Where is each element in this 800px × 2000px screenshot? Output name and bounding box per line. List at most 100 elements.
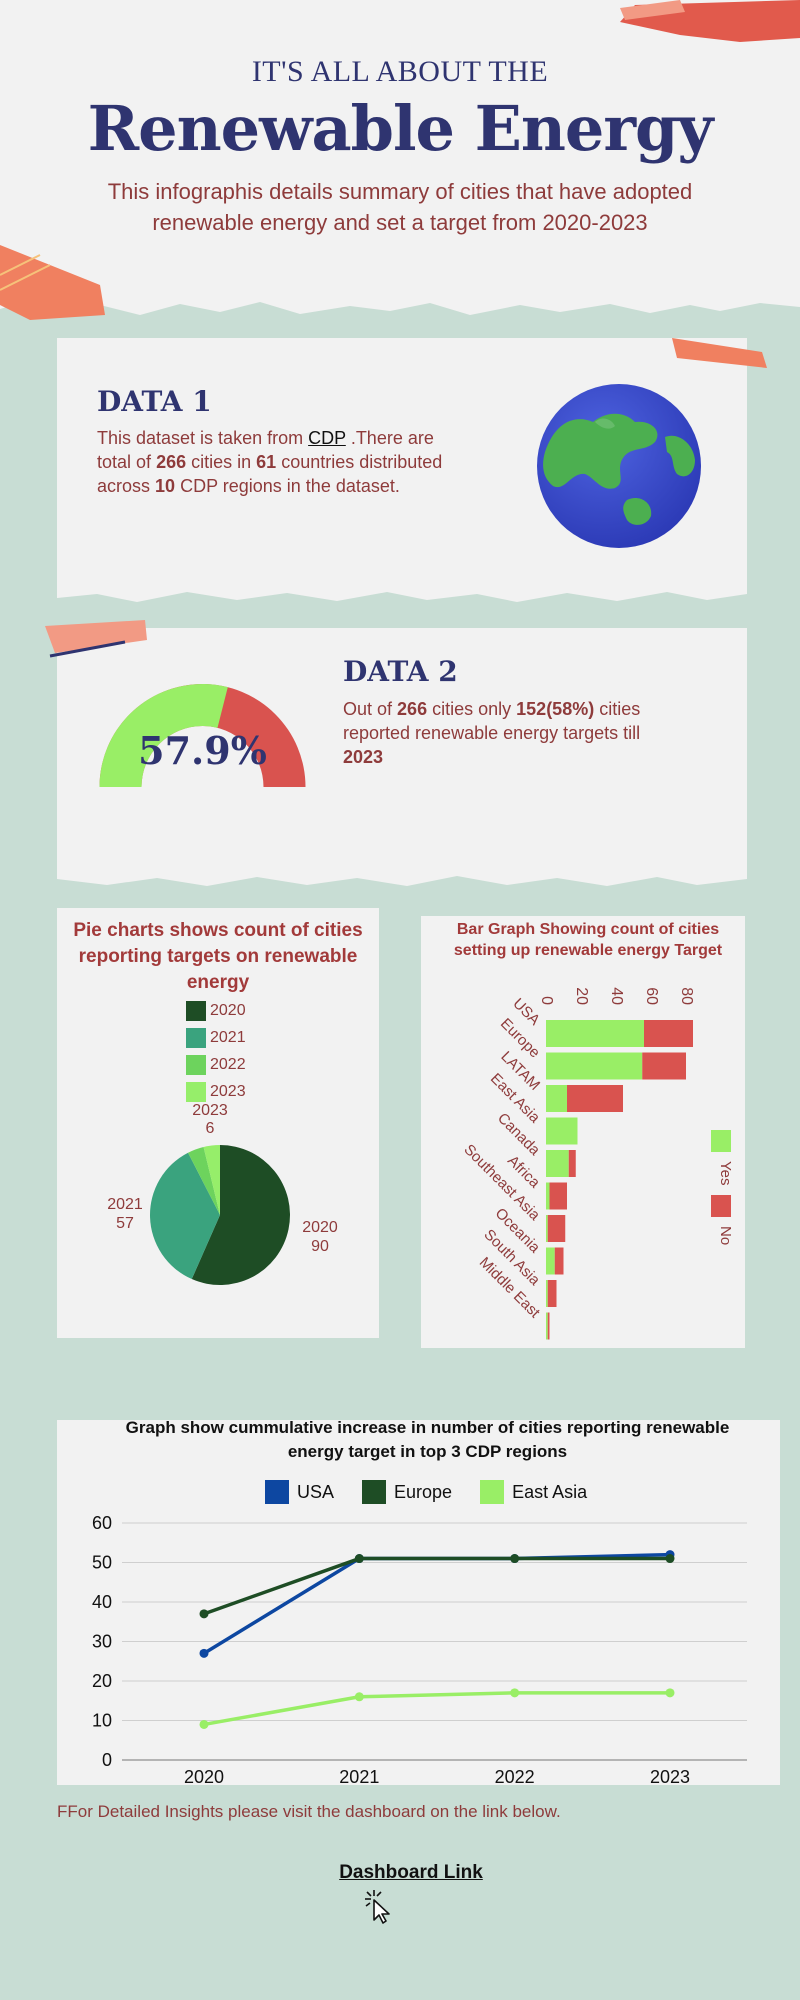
data2-heading: DATA 2 (343, 655, 458, 688)
data2-card (57, 628, 747, 876)
data2-text-2: cities only (432, 699, 512, 719)
bar-yes-oceania (546, 1247, 555, 1275)
data2-reported-count: 152(58%) (516, 699, 595, 719)
decorative-tape-card (672, 338, 767, 368)
pie-legend-item: 2021 (186, 1024, 246, 1051)
dashboard-link[interactable]: Dashboard Link (339, 1862, 483, 1883)
bar-yes-usa (546, 1020, 644, 1047)
legend-swatch-east-asia (480, 1480, 505, 1504)
line-chart-title: Graph show cummulative increase in numbe… (125, 1418, 730, 1461)
data2-text: Out of 266 cities only 152(58%) cities r… (343, 697, 673, 769)
pie-chart-title: Pie charts shows count of cities reporti… (73, 920, 363, 993)
legend-label-usa: USA (297, 1481, 335, 1502)
line-point-east-asia (199, 1719, 209, 1729)
cdp-link[interactable]: CDP (308, 428, 346, 448)
data1-text-4: countries distributed across (97, 452, 443, 496)
pie-label-2023: 2023 6 (185, 1102, 235, 1138)
legend-label: 2020 (210, 1001, 246, 1019)
pie-legend-item: 2020 (186, 997, 246, 1024)
gauge-value-label: 57.9% (138, 728, 267, 773)
legend-label-east-asia: East Asia (512, 1481, 588, 1502)
legend-label: 2023 (210, 1082, 246, 1100)
pie-label-value: 90 (311, 1238, 329, 1255)
data1-countries-count: 61 (256, 452, 277, 472)
legend-swatch-yes (711, 1130, 731, 1152)
line-y-tick-label: 50 (92, 1553, 112, 1573)
line-y-tick-label: 40 (92, 1592, 112, 1612)
legend-swatch-no (711, 1195, 731, 1217)
legend-swatch (186, 1081, 206, 1102)
data2-text-3: cities reported renewable energy targets… (343, 699, 641, 743)
hero-torn-edge (0, 285, 800, 315)
pie-slice-2020 (191, 1145, 290, 1285)
line-point-europe (354, 1554, 364, 1564)
legend-swatch-europe (362, 1480, 387, 1504)
cursor-click-icon (365, 1890, 390, 1924)
bar-x-tick-label: 60 (643, 987, 660, 1005)
bar-x-tick-label: 40 (608, 987, 625, 1005)
bar-yes-canada (546, 1150, 569, 1177)
line-y-tick-label: 20 (92, 1671, 112, 1691)
legend-swatch (186, 1000, 206, 1021)
pie-label-value: 57 (116, 1215, 134, 1232)
legend-label-europe: Europe (394, 1481, 453, 1502)
footer-note: FFor Detailed Insights please visit the … (57, 1802, 561, 1821)
decorative-tape-data2 (45, 620, 147, 658)
bar-chart-title: Bar Graph Showing count of cities settin… (453, 921, 723, 959)
line-point-europe (199, 1609, 209, 1619)
bar-no-south-asia (547, 1280, 557, 1307)
data1-cities-count: 266 (156, 452, 187, 472)
line-legend: USA Europe East Asia (265, 1480, 587, 1504)
decorative-tape-top (620, 0, 800, 42)
pie-label-year: 2021 (107, 1196, 143, 1213)
line-x-tick-label: 2023 (650, 1767, 690, 1787)
line-y-tick-label: 60 (92, 1513, 112, 1533)
line-x-tick-label: 2021 (339, 1767, 379, 1787)
pie-label-value: 6 (205, 1120, 215, 1137)
line-point-europe (510, 1554, 520, 1564)
bar-card (421, 916, 745, 1348)
line-point-east-asia (665, 1688, 675, 1698)
bar-no-latam (567, 1085, 623, 1112)
pie-chart (150, 1145, 290, 1285)
pie-label-2021: 2021 57 (100, 1195, 150, 1233)
bar-yes-south-asia (546, 1280, 548, 1307)
gauge-chart (99, 684, 306, 787)
pie-slice-2022 (188, 1146, 220, 1215)
data2-total-count: 266 (397, 699, 428, 719)
data2-torn-edge (57, 870, 747, 886)
line-series-east-asia (203, 1691, 670, 1727)
pie-slice-2023 (203, 1145, 220, 1215)
line-series-europe (203, 1556, 670, 1616)
line-point-europe (665, 1554, 675, 1564)
bar-no-middle-east (547, 1312, 550, 1340)
pie-legend-item: 2022 (186, 1051, 246, 1078)
legend-label: 2021 (210, 1028, 246, 1046)
decorative-tape-left (0, 245, 105, 320)
bar-yes-east-asia (546, 1117, 578, 1145)
bar-yes-latam (546, 1085, 567, 1112)
bar-x-tick-label: 80 (678, 987, 695, 1005)
data1-torn-edge (57, 586, 747, 602)
globe-icon (537, 384, 701, 548)
data1-heading: DATA 1 (97, 385, 212, 418)
bar-yes-europe (546, 1052, 643, 1080)
hero-section (0, 0, 800, 300)
legend-swatch-usa (265, 1480, 289, 1504)
data1-text-2: .There are total of (97, 428, 434, 472)
line-point-east-asia (510, 1688, 520, 1698)
bar-no-europe (642, 1052, 686, 1080)
data1-text-3: cities in (191, 452, 252, 472)
line-y-tick-label: 0 (102, 1750, 112, 1770)
pie-slice-2021 (150, 1152, 220, 1280)
pie-label-year: 2020 (302, 1219, 338, 1236)
hero-subtitle: This infographis details summary of citi… (107, 179, 693, 235)
gauge-filled-arc (99, 684, 228, 787)
line-x-tick-label: 2022 (495, 1767, 535, 1787)
bar-no-usa (644, 1020, 693, 1047)
data2-year: 2023 (343, 747, 384, 767)
data2-text-1: Out of (343, 699, 393, 719)
bar-no-canada (568, 1150, 576, 1177)
hero-title: Renewable Energy (87, 92, 714, 165)
